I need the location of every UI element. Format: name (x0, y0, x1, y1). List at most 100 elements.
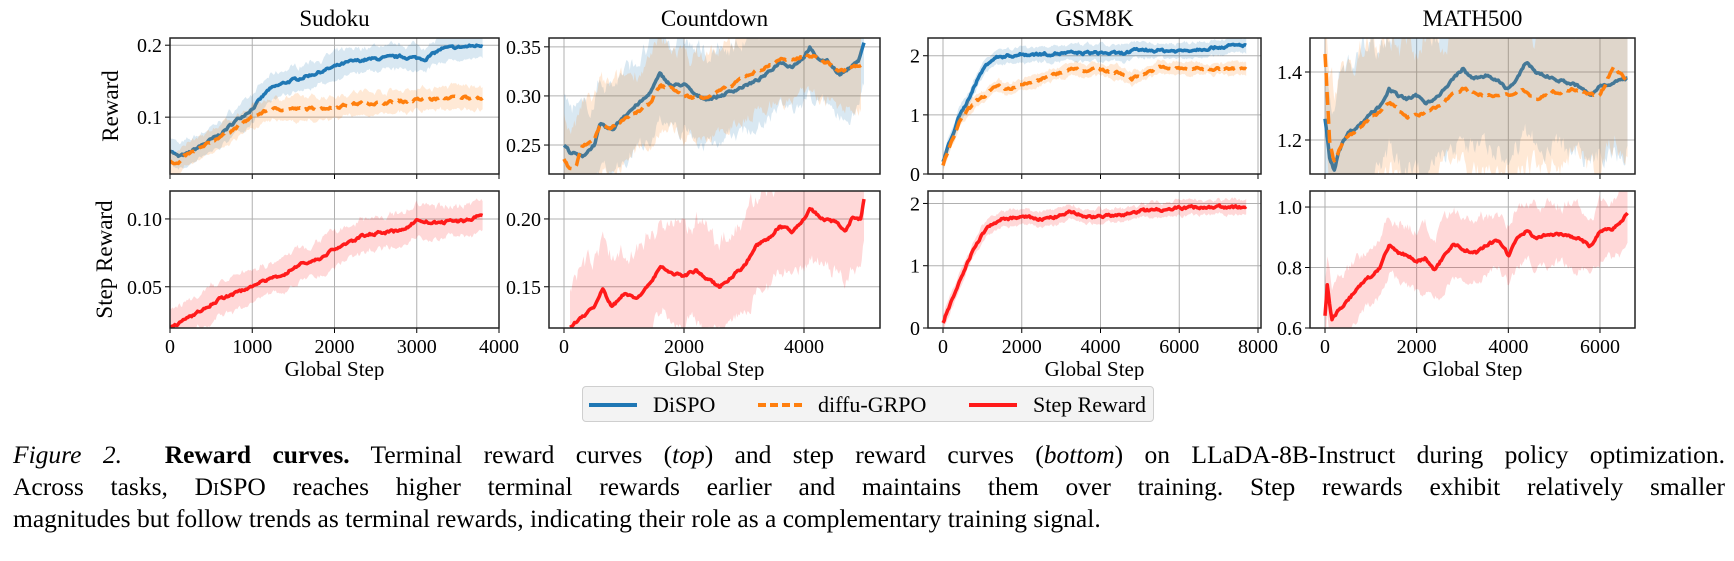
y-axis-label: Step Reward (92, 200, 117, 319)
y-tick-label: 0.30 (506, 86, 541, 108)
x-axis-label: Global Step (285, 357, 385, 380)
reward-curves-figure: 0.10.2SudokuReward0.250.300.35Countdown0… (92, 6, 1636, 380)
line-dispo (1323, 61, 1629, 172)
subplot-title: Sudoku (299, 6, 370, 31)
x-tick-label: 4000 (784, 336, 824, 358)
subplot-bottom-5: 0.15 0.20 0 2000 4000 Global Step (506, 190, 881, 380)
axes-frame (169, 190, 500, 329)
y-tick-label: 0 (910, 318, 920, 340)
plot-area (1323, 38, 1629, 174)
line-dispo (562, 42, 866, 159)
y-tick-label: 1.0 (1277, 197, 1302, 219)
plot-area (170, 38, 484, 174)
band-diffu-grpo (1325, 38, 1628, 174)
band-diffu-grpo (943, 59, 1247, 172)
subplot-title: GSM8K (1056, 6, 1134, 31)
axes-frame (1309, 190, 1636, 329)
legend-item-step-reward: Step Reward (969, 387, 1146, 423)
caption-text: ) and step reward curves ( (704, 440, 1044, 469)
band-diffu-grpo (170, 82, 483, 174)
y-tick-label: 0.35 (506, 37, 541, 59)
caption-text: top (672, 440, 705, 469)
y-tick-label: 0.20 (506, 209, 541, 231)
x-tick-label: 3000 (397, 336, 437, 358)
y-tick-label: 1 (910, 105, 920, 127)
caption-text: Across tasks, (13, 472, 168, 501)
method-name: DiSPO (194, 472, 266, 501)
line-diffu-grpo (1323, 53, 1629, 163)
x-tick-label: 2000 (315, 336, 355, 358)
axes-frame (548, 190, 881, 329)
line-dispo (941, 42, 1247, 163)
line-diffu-grpo (170, 94, 484, 166)
band-step-reward (1325, 191, 1628, 328)
subplot-MATH500-3: 1.2 1.4 MATH500 (1277, 6, 1636, 179)
subplot-bottom-7: 0.6 0.8 1.0 0 2000 4000 6000 Global Step (1277, 190, 1636, 380)
x-tick-label: 6000 (1159, 336, 1199, 358)
x-axis-label: Global Step (665, 357, 765, 380)
axes-frame (927, 37, 1262, 175)
band-step-reward (943, 197, 1247, 328)
legend-swatch-step-reward (969, 403, 1017, 407)
x-tick-label: 0 (938, 336, 948, 358)
x-tick-label: 0 (559, 336, 569, 358)
line-diffu-grpo (941, 64, 1248, 166)
x-tick-label: 4000 (479, 336, 519, 358)
caption-text: reaches higher terminal rewards earlier … (292, 472, 1726, 501)
x-tick-label: 1000 (232, 336, 272, 358)
y-tick-label: 0.6 (1277, 318, 1302, 340)
subplot-title: MATH500 (1423, 6, 1523, 31)
y-tick-label: 2 (910, 193, 920, 215)
x-tick-label: 2000 (1002, 336, 1042, 358)
legend-item-dispo: DiSPO (589, 387, 715, 423)
caption-line-1: Figure 2. Reward curves. Terminal reward… (13, 439, 1725, 471)
x-tick-label: 2000 (664, 336, 704, 358)
plot-area (562, 38, 866, 174)
y-tick-label: 0.10 (127, 209, 162, 231)
caption-title: Reward curves. (164, 440, 350, 469)
band-dispo (170, 38, 483, 170)
x-tick-label: 2000 (1397, 336, 1437, 358)
legend-label: diffu-GRPO (818, 392, 927, 417)
y-tick-label: 0.8 (1277, 258, 1302, 280)
band-dispo (1325, 38, 1628, 174)
figure-caption: Figure 2. Reward curves. Terminal reward… (13, 439, 1725, 535)
x-tick-label: 4000 (1488, 336, 1528, 358)
line-step-reward (941, 203, 1248, 324)
line-diffu-grpo (562, 52, 862, 171)
line-step-reward (1323, 211, 1629, 322)
band-dispo (564, 38, 864, 174)
legend: DiSPO diffu-GRPO Step Reward (582, 386, 1154, 422)
y-tick-label: 0.2 (137, 35, 162, 57)
axes-frame (169, 37, 500, 175)
plot-area (941, 197, 1248, 328)
caption-text: Terminal reward curves ( (370, 440, 673, 469)
caption-line-3: magnitudes but follow trends as terminal… (13, 504, 1101, 533)
subplot-bottom-4: 0.05 0.10 0 1000 2000 3000 4000 Step Reward Glob… (92, 190, 519, 380)
subplot-Sudoku-0: 0.1 0.2 Sudoku Reward (98, 6, 500, 179)
y-tick-label: 0.05 (127, 277, 162, 299)
band-dispo (943, 38, 1247, 170)
legend-item-diffu-grpo: diffu-GRPO (758, 387, 926, 423)
caption-text: bottom (1043, 440, 1115, 469)
x-axis-label: Global Step (1045, 357, 1145, 380)
axes-frame (548, 37, 881, 175)
subplot-GSM8K-2: 0 1 2 GSM8K (910, 6, 1262, 186)
y-tick-label: 0.1 (137, 107, 162, 129)
plot-area (1323, 191, 1629, 328)
subplot-title: Countdown (661, 6, 769, 31)
y-tick-label: 1.2 (1277, 130, 1302, 152)
axes-frame (1309, 37, 1636, 175)
x-tick-label: 6000 (1580, 336, 1620, 358)
y-tick-label: 0.15 (506, 277, 541, 299)
y-tick-label: 1 (910, 256, 920, 278)
legend-swatch-dispo (589, 403, 637, 407)
legend-swatch-diffu-grpo (758, 403, 802, 407)
y-tick-label: 2 (910, 46, 920, 68)
x-tick-label: 8000 (1238, 336, 1278, 358)
plot-area (941, 38, 1248, 172)
band-diffu-grpo (564, 38, 861, 174)
x-tick-label: 4000 (1081, 336, 1121, 358)
line-step-reward (170, 213, 484, 328)
line-step-reward (569, 198, 866, 328)
